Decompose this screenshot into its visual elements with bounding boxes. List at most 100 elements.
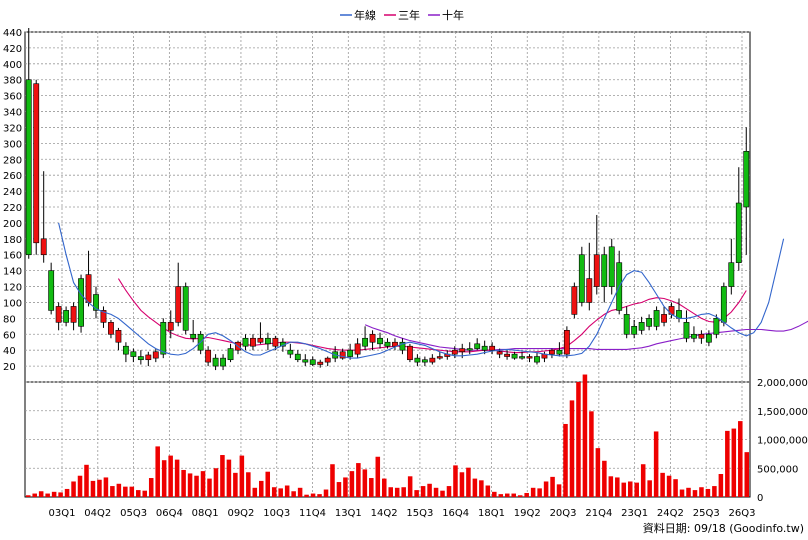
candle xyxy=(563,326,570,359)
volume-bar xyxy=(142,490,148,497)
volume-bar xyxy=(194,475,199,497)
candle xyxy=(489,342,496,355)
candle xyxy=(384,338,391,349)
volume-bar xyxy=(110,486,115,497)
x-tick-label: 05Q3 xyxy=(120,508,147,519)
volume-bar xyxy=(343,477,348,497)
volume-bar xyxy=(297,487,303,497)
volume-bar xyxy=(427,483,432,497)
volume-bar xyxy=(71,481,76,497)
price-tick-label: 100 xyxy=(3,298,22,309)
volume-bar xyxy=(187,473,193,497)
candle xyxy=(182,282,189,335)
volume-tick-label: 2,000,000 xyxy=(757,378,808,389)
volume-tick-label: 0 xyxy=(757,493,763,504)
volume-bar xyxy=(517,495,523,497)
x-tick-label: 06Q4 xyxy=(156,508,183,519)
candle xyxy=(705,330,712,347)
volume-bar xyxy=(136,490,141,497)
volume-bar xyxy=(168,455,173,497)
candle xyxy=(571,282,578,319)
volume-bar xyxy=(278,488,283,497)
volume-bar xyxy=(226,459,232,497)
volume-bar xyxy=(414,490,419,497)
candle xyxy=(78,274,84,333)
candle xyxy=(377,332,383,349)
volume-bar xyxy=(453,465,458,497)
x-axis-labels: 03Q1 04Q2 05Q3 06Q4 08Q1 09Q2 10Q3 11Q4 13Q1 14Q2… xyxy=(49,508,756,519)
volume-bar xyxy=(375,456,381,497)
candle xyxy=(511,351,518,360)
candle xyxy=(698,330,705,344)
x-tick-label: 11Q4 xyxy=(299,508,326,519)
candle xyxy=(743,127,750,255)
volume-bar xyxy=(699,487,704,497)
candle xyxy=(608,238,615,295)
volume-bar xyxy=(498,494,504,497)
volume-bar xyxy=(504,493,510,497)
volume-bar xyxy=(582,374,588,497)
volume-bar xyxy=(310,493,316,497)
volume-bar xyxy=(284,485,290,497)
candle xyxy=(436,351,443,360)
candle xyxy=(242,334,249,351)
volume-bar xyxy=(446,486,452,497)
price-tick-label: 400 xyxy=(3,60,22,71)
volume-bar xyxy=(692,490,698,497)
candle xyxy=(324,356,331,367)
x-tick-label: 15Q3 xyxy=(406,508,433,519)
volume-bar xyxy=(602,460,607,497)
candle xyxy=(474,338,481,351)
x-tick-label: 14Q2 xyxy=(371,508,398,519)
legend: 年線 三年 十年 xyxy=(340,8,464,22)
x-tick-label: 03Q1 xyxy=(49,508,76,519)
candle xyxy=(220,354,226,371)
price-tick-label: 140 xyxy=(3,267,22,278)
volume-bar xyxy=(725,430,730,497)
volume-bar xyxy=(627,481,633,497)
volume-bar xyxy=(731,428,737,497)
volume-bar xyxy=(744,452,750,497)
x-tick-label: 21Q4 xyxy=(585,508,612,519)
volume-bar xyxy=(660,472,665,497)
price-tick-label: 20 xyxy=(3,362,16,373)
x-tick-label: 23Q1 xyxy=(621,508,648,519)
volume-bar xyxy=(64,488,70,497)
volume-bar xyxy=(77,475,83,497)
candle xyxy=(399,338,406,355)
price-panel: 20 40 60 80 100 120 140 160 180 200 220 240 260 280 30… xyxy=(3,28,808,383)
candle xyxy=(257,322,264,344)
volume-bar xyxy=(32,493,37,497)
candle xyxy=(638,316,645,335)
volume-bar xyxy=(174,459,180,497)
price-tick-label: 440 xyxy=(3,28,22,39)
volume-bar xyxy=(356,463,361,497)
volume-bar xyxy=(25,495,31,497)
volume-bar xyxy=(485,485,491,497)
candle xyxy=(339,348,346,360)
volume-bar xyxy=(653,431,659,497)
x-tick-label: 08Q1 xyxy=(192,508,219,519)
volume-bar xyxy=(38,491,44,497)
candle xyxy=(108,319,114,339)
candle xyxy=(63,306,70,327)
price-tick-label: 200 xyxy=(3,219,22,230)
volume-bar xyxy=(155,446,160,497)
ma-10y-line xyxy=(364,320,808,351)
data-source-footer: 資料日期: 09/18 (Goodinfo.tw) xyxy=(643,521,804,535)
candle xyxy=(190,319,197,343)
volume-bar xyxy=(90,480,96,497)
candle xyxy=(421,356,428,367)
volume-bar xyxy=(686,487,691,497)
candle xyxy=(309,356,316,367)
candle xyxy=(294,350,301,363)
volume-bar xyxy=(679,489,685,497)
volume-bar xyxy=(394,487,400,497)
candle xyxy=(115,327,122,351)
volume-bar xyxy=(200,471,206,497)
candle xyxy=(601,246,608,303)
candle xyxy=(466,342,473,355)
volume-bar xyxy=(550,476,555,497)
volume-bar xyxy=(718,474,724,497)
price-tick-label: 240 xyxy=(3,187,22,198)
